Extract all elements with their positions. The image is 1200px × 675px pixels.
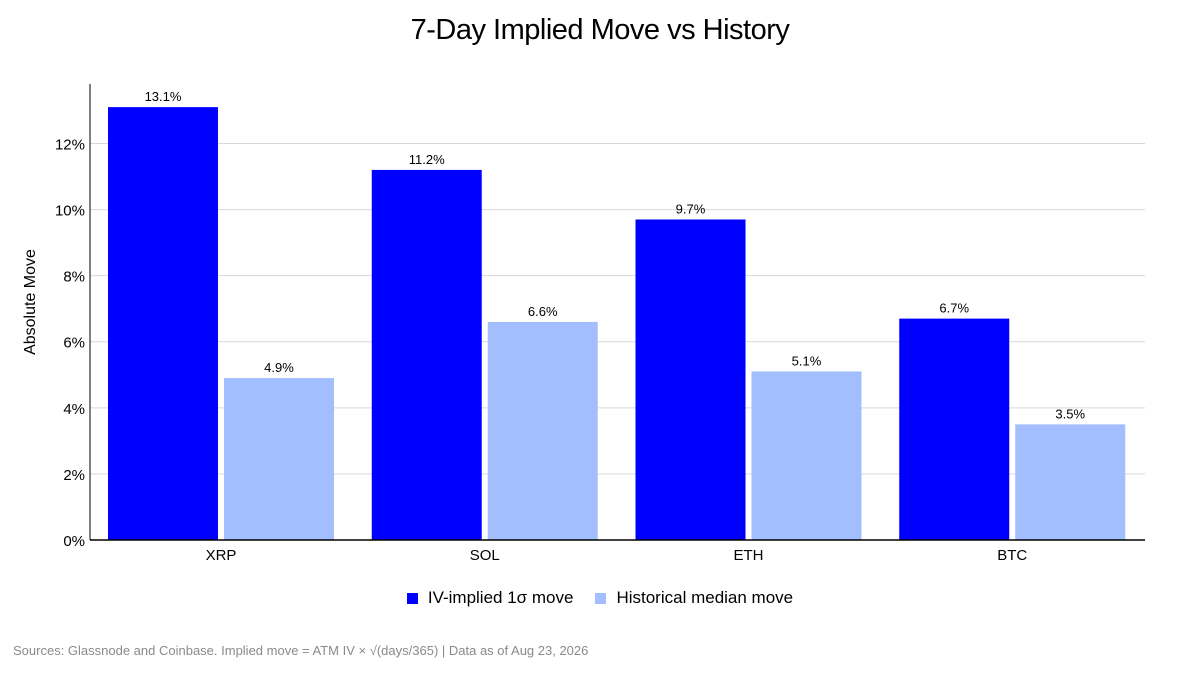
source-note: Sources: Glassnode and Coinbase. Implied… — [13, 643, 589, 658]
y-tick-label: 2% — [63, 467, 85, 484]
y-tick-label: 4% — [63, 401, 85, 418]
legend-label-implied: IV-implied 1σ move — [427, 588, 574, 607]
bar — [751, 371, 862, 540]
data-label: 6.7% — [939, 301, 969, 316]
chart-title: 7-Day Implied Move vs History — [410, 14, 790, 46]
bar-chart: 13.1% 4.9% 11.2% 6.6% 9.7% 5.1% 6.7% 3.5% 0% 2% 4… — [22, 84, 1145, 564]
legend-swatch-implied — [406, 592, 418, 604]
data-labels: 13.1% 4.9% 11.2% 6.6% 9.7% 5.1% 6.7% 3.5% — [145, 89, 1086, 421]
y-tick-label: 6% — [63, 335, 85, 352]
bar — [371, 169, 482, 541]
y-tick-label: 8% — [63, 269, 85, 286]
bars — [108, 107, 1126, 541]
y-tick-label: 10% — [55, 203, 85, 220]
y-tick-label: 0% — [63, 533, 85, 550]
data-label: 11.2% — [409, 152, 445, 167]
legend-swatch-historical — [595, 592, 607, 604]
legend-item-historical: Historical median move — [595, 588, 793, 608]
bar — [635, 219, 746, 540]
y-tick-label: 12% — [55, 136, 85, 153]
bar — [1015, 424, 1126, 540]
x-tick-label: ETH — [734, 547, 764, 564]
data-label: 5.1% — [792, 353, 822, 368]
y-axis-label: Absolute Move — [22, 249, 39, 355]
legend-item-implied: IV-implied 1σ move — [406, 588, 574, 608]
data-label: 6.6% — [528, 304, 558, 319]
bar — [108, 107, 218, 540]
x-tick-label: BTC — [997, 547, 1027, 564]
x-tick-label: SOL — [470, 547, 500, 564]
bar — [224, 378, 334, 540]
axes: 0% 2% 4% 6% 8% 10% 12% XRP SOL ETH BTC Absolute Mov… — [22, 84, 1145, 564]
legend: IV-implied 1σ move Historical median mov… — [0, 588, 1200, 608]
legend-label-historical: Historical median move — [616, 588, 794, 607]
data-label: 13.1% — [145, 89, 182, 104]
bar — [899, 318, 1010, 540]
data-label: 3.5% — [1055, 406, 1085, 421]
x-tick-label: XRP — [206, 547, 237, 564]
bar — [487, 321, 598, 540]
data-label: 9.7% — [676, 201, 706, 216]
data-label: 4.9% — [264, 360, 294, 375]
